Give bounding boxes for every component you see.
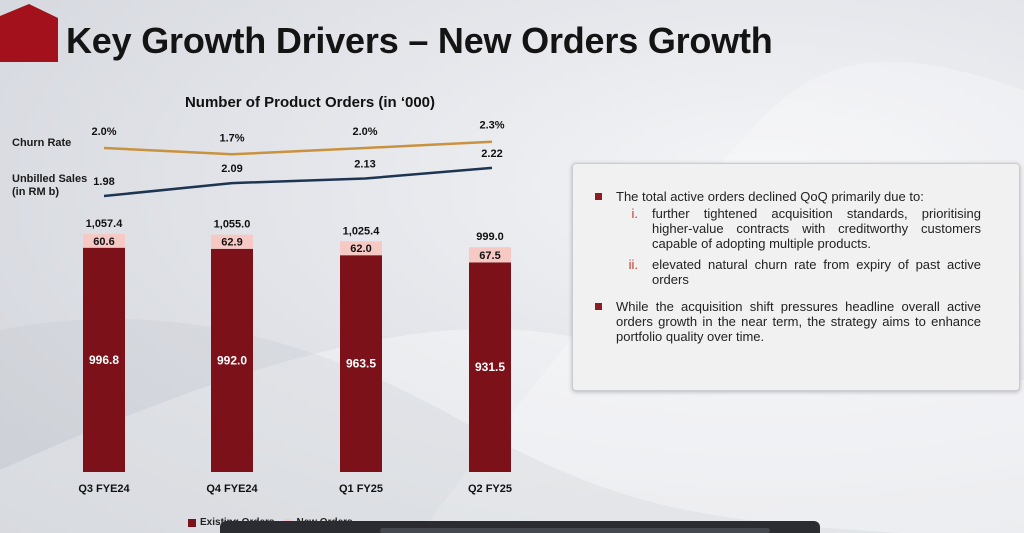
sub-item-text: elevated natural churn rate from expiry …: [652, 257, 981, 287]
bar-new-orders: [211, 234, 253, 249]
data-label-existing: 931.5: [475, 360, 505, 374]
chart-title: Number of Product Orders (in ‘000): [185, 94, 435, 111]
unbilled-sales-label-line1: Unbilled Sales: [12, 173, 88, 185]
sub-item: ii. elevated natural churn rate from exp…: [616, 257, 981, 287]
data-label-existing: 992.0: [217, 353, 247, 367]
legend-swatch-existing: [188, 518, 196, 527]
unbilled-sales-line: [103, 166, 493, 198]
bullet-point: While the acquisition shift pressures he…: [595, 299, 981, 344]
churn-rate-label: Churn Rate: [12, 137, 72, 149]
video-progress-track[interactable]: [380, 528, 770, 533]
data-label-new: 62.9: [221, 237, 242, 249]
unbilled-sales-label: 2.13: [354, 158, 375, 170]
bar-new-orders: [83, 234, 125, 248]
churn-rate-label: 2.0%: [91, 126, 116, 138]
company-logo-icon: [0, 4, 58, 62]
data-label-total: 1,055.0: [214, 219, 251, 231]
sub-list: i. further tightened acquisition standar…: [616, 206, 981, 287]
sub-item-number: ii.: [628, 257, 638, 272]
slide-title: Key Growth Drivers – New Orders Growth: [66, 20, 773, 61]
data-label-existing: 963.5: [346, 357, 376, 371]
sub-item: i. further tightened acquisition standar…: [616, 206, 982, 251]
bar-existing-orders: [83, 247, 125, 472]
sub-item-number: i.: [631, 206, 639, 221]
data-label-total: 999.0: [476, 231, 504, 243]
video-control-bar[interactable]: [220, 521, 820, 533]
churn-rate-label: 1.7%: [219, 132, 244, 144]
bullet-text: While the acquisition shift pressures he…: [616, 299, 981, 344]
unbilled-sales-label-line2: (in RM b): [12, 186, 60, 198]
unbilled-sales-label: 2.22: [481, 148, 502, 160]
data-label-total: 1,025.4: [343, 225, 381, 237]
commentary-panel: The total active orders declined QoQ pri…: [572, 163, 1020, 391]
bar-existing-orders: [211, 248, 253, 472]
data-label-new: 67.5: [479, 250, 500, 262]
x-tick-label: Q2 FY25: [468, 483, 512, 495]
bar-existing-orders: [340, 255, 382, 472]
bullet-square-icon: [595, 303, 602, 310]
churn-rate-label: 2.3%: [479, 120, 504, 132]
sub-item-text: further tightened acquisition standards,…: [652, 206, 981, 251]
churn-rate-label: 2.0%: [352, 126, 377, 138]
bullet-point: The total active orders declined QoQ pri…: [595, 189, 981, 293]
data-label-existing: 996.8: [89, 353, 119, 367]
bar-new-orders: [469, 247, 511, 263]
unbilled-sales-label: 1.98: [93, 176, 114, 188]
data-label-new: 62.0: [350, 243, 371, 255]
bar-existing-orders: [469, 262, 511, 472]
churn-rate-line: [103, 140, 493, 156]
unbilled-sales-label: Unbilled Sales (in RM b): [12, 173, 87, 199]
x-tick-label: Q3 FYE24: [78, 483, 130, 495]
data-label-total: 1,057.4: [86, 218, 124, 230]
x-tick-label: Q4 FYE24: [206, 483, 258, 495]
x-tick-label: Q1 FY25: [339, 483, 383, 495]
data-label-new: 60.6: [93, 236, 114, 248]
unbilled-sales-label: 2.09: [221, 163, 242, 175]
bullet-square-icon: [595, 193, 602, 200]
bar-new-orders: [340, 241, 382, 256]
bullet-text: The total active orders declined QoQ pri…: [616, 189, 924, 204]
